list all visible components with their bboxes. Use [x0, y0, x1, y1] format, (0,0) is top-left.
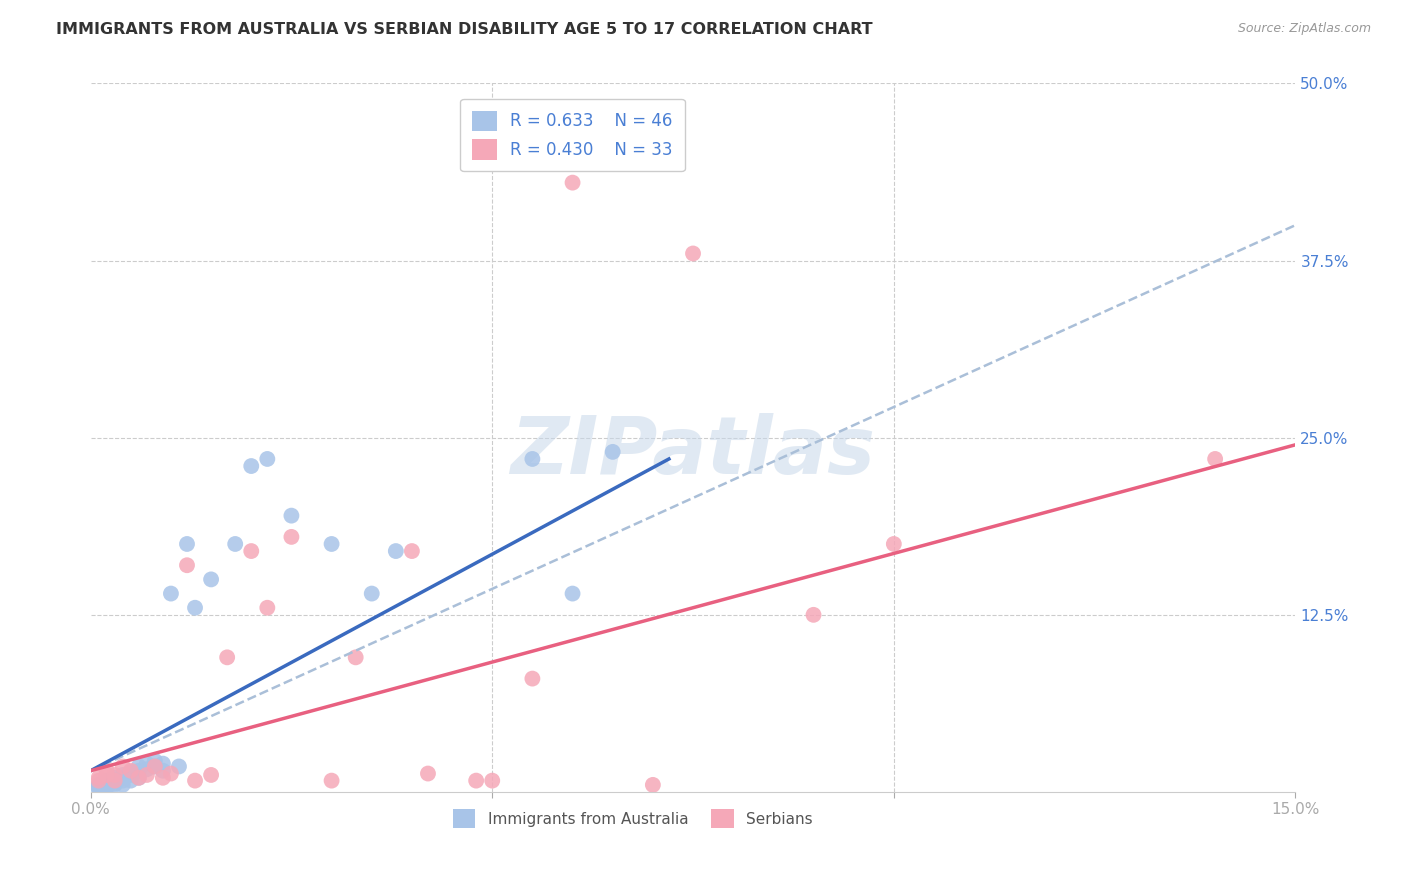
Point [96, 768, 118, 782]
Point [200, 768, 222, 782]
Point [522, 452, 544, 467]
Point [96, 780, 118, 795]
Point [321, 537, 343, 551]
Point [224, 537, 246, 551]
Point [143, 759, 166, 773]
Point [217, 650, 239, 665]
Point [104, 768, 127, 782]
Point [522, 672, 544, 686]
Point [87, 782, 110, 797]
Point [135, 768, 157, 782]
Point [803, 607, 825, 622]
Point [641, 778, 664, 792]
Point [120, 773, 142, 788]
Point [152, 756, 174, 771]
Point [143, 759, 166, 773]
Point [111, 771, 134, 785]
Point [385, 544, 408, 558]
Point [184, 773, 207, 788]
Point [240, 458, 263, 473]
Point [280, 508, 302, 523]
Point [321, 773, 343, 788]
Point [104, 773, 127, 788]
Point [344, 650, 367, 665]
Point [96, 779, 118, 793]
Point [111, 759, 134, 773]
Point [561, 586, 583, 600]
Point [416, 766, 439, 780]
Point [160, 766, 183, 780]
Point [111, 768, 134, 782]
Point [200, 573, 222, 587]
Point [111, 778, 134, 792]
Point [184, 600, 207, 615]
Point [96, 773, 118, 788]
Point [256, 452, 278, 467]
Point [1204, 452, 1226, 467]
Point [128, 771, 150, 785]
Point [87, 779, 110, 793]
Point [883, 537, 905, 551]
Point [87, 773, 110, 788]
Point [120, 768, 142, 782]
Point [111, 773, 134, 788]
Point [152, 764, 174, 778]
Point [120, 764, 142, 778]
Point [135, 756, 157, 771]
Point [401, 544, 423, 558]
Point [360, 586, 382, 600]
Point [143, 754, 166, 768]
Point [104, 776, 127, 790]
Point [465, 773, 488, 788]
Point [104, 773, 127, 788]
Text: Source: ZipAtlas.com: Source: ZipAtlas.com [1237, 22, 1371, 36]
Point [128, 764, 150, 778]
Point [87, 778, 110, 792]
Point [104, 778, 127, 792]
Point [128, 771, 150, 785]
Legend: Immigrants from Australia, Serbians: Immigrants from Australia, Serbians [447, 803, 820, 834]
Point [280, 530, 302, 544]
Point [481, 773, 503, 788]
Text: ZIPatlas: ZIPatlas [510, 413, 876, 491]
Point [176, 558, 198, 573]
Point [682, 246, 704, 260]
Point [561, 176, 583, 190]
Point [152, 771, 174, 785]
Point [120, 765, 142, 780]
Point [87, 780, 110, 795]
Point [96, 764, 118, 778]
Point [256, 600, 278, 615]
Point [96, 778, 118, 792]
Point [128, 759, 150, 773]
Point [160, 586, 183, 600]
Point [104, 771, 127, 785]
Point [96, 778, 118, 792]
Point [240, 544, 263, 558]
Point [87, 778, 110, 792]
Point [602, 445, 624, 459]
Text: IMMIGRANTS FROM AUSTRALIA VS SERBIAN DISABILITY AGE 5 TO 17 CORRELATION CHART: IMMIGRANTS FROM AUSTRALIA VS SERBIAN DIS… [56, 22, 873, 37]
Point [167, 759, 190, 773]
Point [176, 537, 198, 551]
Point [135, 762, 157, 776]
Point [96, 775, 118, 789]
Point [87, 771, 110, 785]
